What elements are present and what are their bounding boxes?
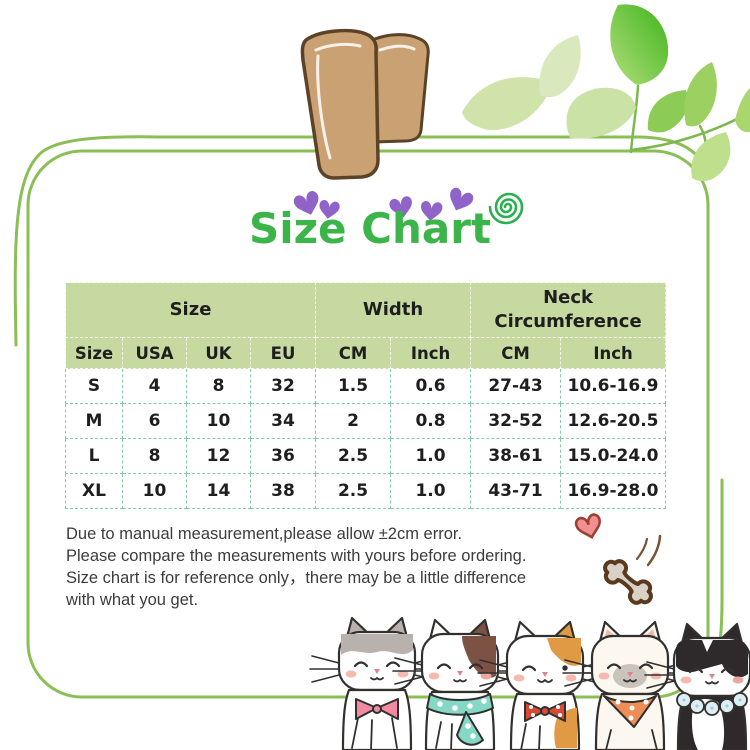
size-chart-table: Size Width Neck Circumference Size USA U… bbox=[64, 282, 667, 509]
table-row: L 8 12 36 2.5 1.0 38-61 15.0-24.0 bbox=[65, 438, 667, 474]
table-cell: XL bbox=[65, 473, 123, 509]
pink-heart-icon bbox=[573, 512, 605, 542]
table-cell: 38 bbox=[249, 473, 317, 509]
table-cell: 32 bbox=[249, 368, 317, 404]
cat-tuxedo-blue-ruffle bbox=[644, 622, 750, 750]
group-header-neck-circumference: Neck Circumference bbox=[470, 282, 667, 338]
wooden-clip-icon bbox=[300, 28, 430, 180]
disclaimer-line: with what you get. bbox=[66, 591, 199, 609]
disclaimer-line: Due to manual measurement,please allow ±… bbox=[66, 525, 463, 543]
group-header-neck-label: Neck Circumference bbox=[494, 286, 642, 332]
column-header-uk: UK bbox=[186, 337, 251, 369]
table-subheader-row: Size USA UK EU CM Inch CM Inch bbox=[65, 337, 667, 369]
disclaimer-line: Please compare the measurements with you… bbox=[66, 547, 527, 565]
column-header-size: Size bbox=[65, 337, 123, 369]
cat-orange-red-bow bbox=[477, 620, 613, 750]
table-cell: M bbox=[65, 403, 123, 439]
table-cell: 14 bbox=[186, 473, 251, 509]
column-header-width-inch: Inch bbox=[390, 337, 472, 369]
table-cell: 6 bbox=[122, 403, 187, 439]
table-cell: 0.6 bbox=[390, 368, 472, 404]
group-header-width: Width bbox=[315, 282, 472, 338]
cat-brown-teal-scarf bbox=[392, 618, 528, 750]
table-cell: 1.5 bbox=[315, 368, 392, 404]
column-header-width-cm: CM bbox=[315, 337, 392, 369]
table-cell: L bbox=[65, 438, 123, 474]
group-header-size: Size bbox=[64, 282, 317, 338]
disclaimer-line: Size chart is for reference only，there m… bbox=[66, 569, 527, 587]
table-cell: 38-61 bbox=[470, 438, 562, 474]
column-header-usa: USA bbox=[122, 337, 187, 369]
table-cell: 10 bbox=[186, 403, 251, 439]
cats-illustration bbox=[309, 616, 750, 750]
cat-gray-pink-bow bbox=[309, 616, 445, 750]
table-row: XL 10 14 38 2.5 1.0 43-71 16.9-28.0 bbox=[65, 473, 667, 509]
cat-cream-orange-bandana bbox=[562, 620, 698, 750]
table-cell: 12 bbox=[186, 438, 251, 474]
table-cell: 0.8 bbox=[390, 403, 472, 439]
table-cell: 32-52 bbox=[470, 403, 562, 439]
leaves-icon bbox=[462, 4, 750, 182]
table-cell: 10 bbox=[122, 473, 187, 509]
table-cell: 2.5 bbox=[315, 438, 392, 474]
table-row: S 4 8 32 1.5 0.6 27-43 10.6-16.9 bbox=[65, 368, 667, 404]
table-cell: 1.0 bbox=[390, 473, 472, 509]
table-cell: 16.9-28.0 bbox=[560, 473, 667, 509]
table-cell: 12.6-20.5 bbox=[560, 403, 667, 439]
table-cell: 8 bbox=[122, 438, 187, 474]
table-cell: 27-43 bbox=[470, 368, 562, 404]
table-cell: 34 bbox=[249, 403, 317, 439]
disclaimer-notes: Due to manual measurement,please allow ±… bbox=[66, 523, 566, 611]
table-row: M 6 10 34 2 0.8 32-52 12.6-20.5 bbox=[65, 403, 667, 439]
table-cell: 8 bbox=[186, 368, 251, 404]
table-cell: 15.0-24.0 bbox=[560, 438, 667, 474]
table-cell: 4 bbox=[122, 368, 187, 404]
page-title: Size Chart bbox=[248, 204, 492, 253]
table-cell: 2 bbox=[315, 403, 392, 439]
bone-icon bbox=[603, 534, 662, 605]
table-group-header-row: Size Width Neck Circumference bbox=[64, 282, 667, 338]
table-cell: 1.0 bbox=[390, 438, 472, 474]
table-cell: 10.6-16.9 bbox=[560, 368, 667, 404]
table-cell: S bbox=[65, 368, 123, 404]
column-header-neck-inch: Inch bbox=[560, 337, 667, 369]
table-cell: 43-71 bbox=[470, 473, 562, 509]
table-cell: 2.5 bbox=[315, 473, 392, 509]
column-header-eu: EU bbox=[249, 337, 317, 369]
column-header-neck-cm: CM bbox=[470, 337, 562, 369]
table-cell: 36 bbox=[249, 438, 317, 474]
